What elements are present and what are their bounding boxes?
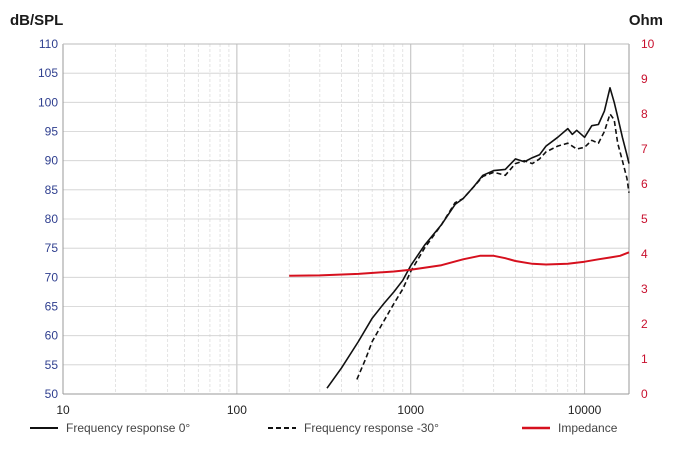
right-tick-label: 2 xyxy=(641,317,648,331)
x-tick-label: 10 xyxy=(56,403,70,417)
right-tick-label: 1 xyxy=(641,352,648,366)
left-tick-label: 85 xyxy=(45,183,59,197)
left-tick-label: 55 xyxy=(45,358,59,372)
left-tick-label: 80 xyxy=(45,212,59,226)
legend-label: Impedance xyxy=(558,421,618,435)
left-tick-label: 70 xyxy=(45,270,59,284)
series-lines xyxy=(289,87,630,389)
right-tick-label: 5 xyxy=(641,212,648,226)
left-tick-label: 95 xyxy=(45,125,59,139)
left-tick-label: 90 xyxy=(45,154,59,168)
right-tick-label: 7 xyxy=(641,142,648,156)
left-tick-label: 50 xyxy=(45,387,59,401)
series-line-2 xyxy=(289,251,630,277)
legend-label: Frequency response 0° xyxy=(66,421,190,435)
right-tick-label: 8 xyxy=(641,107,648,121)
left-tick-label: 100 xyxy=(38,95,58,109)
grid xyxy=(62,43,629,395)
tick-labels: 50 55 60 65 70 75 80 85 90 95 100 105 110 0 1 2 3 4 5 6 7 8 9 1… xyxy=(38,37,655,417)
x-tick-label: 100 xyxy=(227,403,247,417)
series-line-0 xyxy=(326,87,630,389)
left-tick-label: 60 xyxy=(45,329,59,343)
right-tick-label: 6 xyxy=(641,177,648,191)
axes xyxy=(62,43,630,395)
right-tick-label: 10 xyxy=(641,37,655,51)
x-tick-label: 10000 xyxy=(568,403,602,417)
right-tick-label: 9 xyxy=(641,72,648,86)
right-axis-title: Ohm xyxy=(629,12,663,29)
left-axis-title: dB/SPL xyxy=(10,12,63,29)
series-line-1 xyxy=(356,113,630,380)
left-tick-label: 75 xyxy=(45,241,59,255)
right-tick-label: 0 xyxy=(641,387,648,401)
legend: Frequency response 0° Frequency response … xyxy=(30,421,618,435)
left-tick-label: 105 xyxy=(38,66,58,80)
legend-label: Frequency response -30° xyxy=(304,421,439,435)
right-tick-label: 4 xyxy=(641,247,648,261)
x-tick-label: 1000 xyxy=(397,403,424,417)
right-tick-label: 3 xyxy=(641,282,648,296)
left-tick-label: 110 xyxy=(39,37,58,51)
left-tick-label: 65 xyxy=(45,300,59,314)
